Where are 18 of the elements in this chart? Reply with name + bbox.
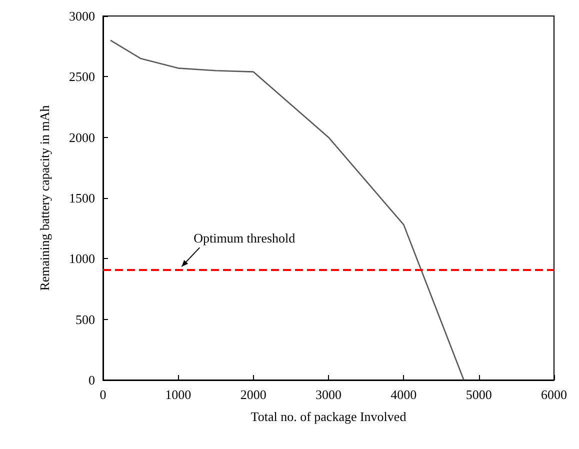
- y-tick-label: 3000: [69, 8, 95, 24]
- x-tick-label: 1000: [165, 387, 192, 402]
- y-tick-label: 2000: [69, 130, 95, 145]
- x-tick-label: 3000: [316, 387, 342, 402]
- y-tick-label: 0: [88, 372, 95, 388]
- y-tick-label: 500: [76, 312, 95, 327]
- y-tick-label: 1000: [69, 251, 95, 266]
- y-tick-label: 2500: [69, 69, 95, 84]
- x-tick-label: 6000: [541, 387, 567, 402]
- x-tick-label: 0: [100, 387, 106, 402]
- y-tick-label: 1500: [69, 190, 95, 206]
- line-series: [110, 40, 464, 381]
- x-tick-label: 5000: [466, 387, 492, 402]
- y-axis-title: Remaining battery capacity in mAh: [37, 104, 52, 291]
- ref-line-label: Optimum threshold: [194, 230, 296, 246]
- x-axis-title: Total no. of package Involved: [250, 409, 407, 424]
- x-tick-label: 2000: [240, 387, 266, 402]
- x-tick-label: 4000: [390, 387, 417, 402]
